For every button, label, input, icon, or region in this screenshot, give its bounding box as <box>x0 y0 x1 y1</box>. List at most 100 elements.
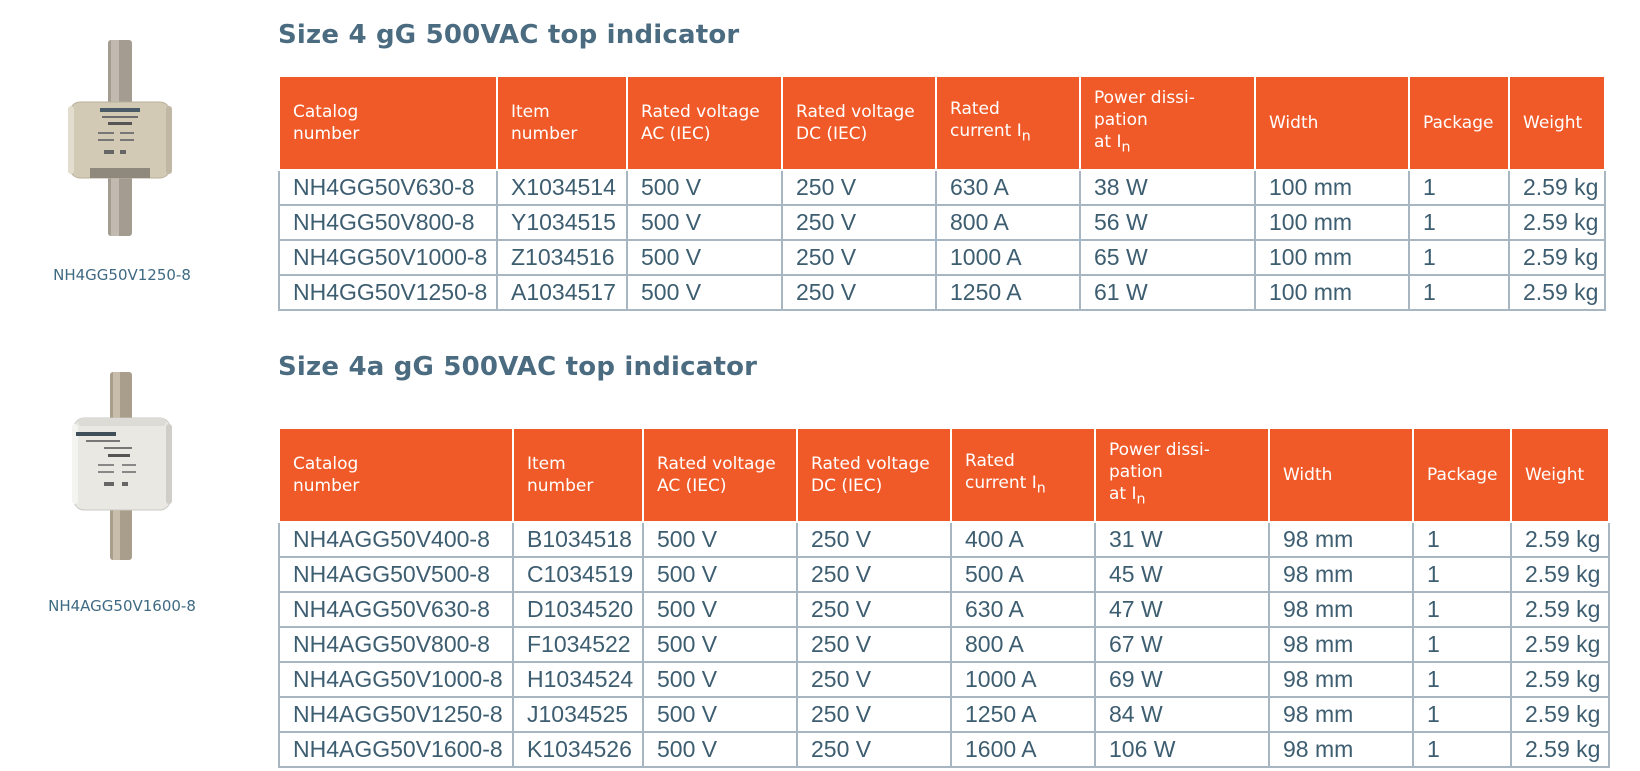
cell-weight: 2.59 kg <box>1510 731 1610 768</box>
cell-power-dissipation: 56 W <box>1079 204 1256 241</box>
section-title: Size 4a gG 500VAC top indicator <box>278 352 758 382</box>
cell-power-dissipation: 84 W <box>1094 696 1270 733</box>
cell-package: 1 <box>1412 521 1512 558</box>
cell-weight: 2.59 kg <box>1508 239 1606 276</box>
cell-catalog-number: NH4AGG50V630-8 <box>278 591 514 628</box>
cell-rated-voltage-ac: 500 V <box>642 696 798 733</box>
cell-rated-voltage-ac: 500 V <box>642 591 798 628</box>
cell-rated-voltage-dc: 250 V <box>796 731 952 768</box>
table-row: NH4AGG50V630-8 D1034520 500 V 250 V 630 A 47 … <box>278 591 1610 628</box>
cell-rated-current: 1250 A <box>935 274 1081 311</box>
cell-rated-voltage-ac: 500 V <box>642 626 798 663</box>
column-header-width: Width <box>1268 427 1414 523</box>
column-header-rated-voltage-ac: Rated voltage AC (IEC) <box>642 427 798 523</box>
cell-width: 98 mm <box>1268 626 1414 663</box>
column-header-rated-voltage-dc: Rated voltage DC (IEC) <box>781 75 937 171</box>
cell-package: 1 <box>1408 274 1510 311</box>
table-row: NH4GG50V630-8 X1034514 500 V 250 V 630 A 38 W… <box>278 169 1606 206</box>
cell-rated-current: 800 A <box>935 204 1081 241</box>
table-row: NH4GG50V1250-8 A1034517 500 V 250 V 1250 A 61… <box>278 274 1606 311</box>
fuse-product-image <box>68 40 172 236</box>
cell-width: 100 mm <box>1254 239 1410 276</box>
cell-power-dissipation: 31 W <box>1094 521 1270 558</box>
cell-width: 100 mm <box>1254 169 1410 206</box>
table-row: NH4GG50V1000-8 Z1034516 500 V 250 V 1000 A 65… <box>278 239 1606 276</box>
cell-rated-voltage-dc: 250 V <box>781 204 937 241</box>
column-header-catalog-number: Catalog number <box>278 427 514 523</box>
cell-rated-current: 1600 A <box>950 731 1096 768</box>
cell-item-number: J1034525 <box>512 696 644 733</box>
cell-package: 1 <box>1412 696 1512 733</box>
cell-width: 98 mm <box>1268 731 1414 768</box>
cell-weight: 2.59 kg <box>1510 556 1610 593</box>
cell-item-number: B1034518 <box>512 521 644 558</box>
cell-catalog-number: NH4GG50V1000-8 <box>278 239 498 276</box>
cell-item-number: C1034519 <box>512 556 644 593</box>
table-row: NH4AGG50V800-8 F1034522 500 V 250 V 800 A 67 … <box>278 626 1610 663</box>
cell-catalog-number: NH4AGG50V1000-8 <box>278 661 514 698</box>
cell-rated-voltage-dc: 250 V <box>781 274 937 311</box>
fuse-product-image <box>72 372 172 560</box>
cell-package: 1 <box>1412 626 1512 663</box>
cell-power-dissipation: 61 W <box>1079 274 1256 311</box>
cell-rated-voltage-dc: 250 V <box>781 169 937 206</box>
cell-package: 1 <box>1408 239 1510 276</box>
cell-rated-current: 1000 A <box>935 239 1081 276</box>
cell-rated-voltage-dc: 250 V <box>781 239 937 276</box>
cell-rated-voltage-dc: 250 V <box>796 696 952 733</box>
cell-width: 100 mm <box>1254 204 1410 241</box>
cell-package: 1 <box>1412 661 1512 698</box>
cell-package: 1 <box>1412 556 1512 593</box>
cell-catalog-number: NH4AGG50V400-8 <box>278 521 514 558</box>
cell-power-dissipation: 65 W <box>1079 239 1256 276</box>
cell-catalog-number: NH4AGG50V1600-8 <box>278 731 514 768</box>
cell-width: 98 mm <box>1268 696 1414 733</box>
table-header-row: Catalog number Item number Rated voltage AC… <box>278 427 1610 523</box>
cell-rated-voltage-ac: 500 V <box>642 731 798 768</box>
column-header-item-number: Item number <box>496 75 628 171</box>
cell-weight: 2.59 kg <box>1508 274 1606 311</box>
column-header-rated-current: Rated current In <box>935 75 1081 171</box>
table-row: NH4GG50V800-8 Y1034515 500 V 250 V 800 A 56 W… <box>278 204 1606 241</box>
cell-width: 98 mm <box>1268 591 1414 628</box>
cell-package: 1 <box>1408 204 1510 241</box>
cell-catalog-number: NH4GG50V630-8 <box>278 169 498 206</box>
cell-rated-current: 800 A <box>950 626 1096 663</box>
cell-item-number: X1034514 <box>496 169 628 206</box>
table-row: NH4AGG50V500-8 C1034519 500 V 250 V 500 A 45 … <box>278 556 1610 593</box>
cell-width: 98 mm <box>1268 556 1414 593</box>
cell-rated-voltage-ac: 500 V <box>642 661 798 698</box>
cell-catalog-number: NH4AGG50V800-8 <box>278 626 514 663</box>
cell-power-dissipation: 69 W <box>1094 661 1270 698</box>
cell-rated-voltage-dc: 250 V <box>796 556 952 593</box>
cell-rated-voltage-ac: 500 V <box>642 521 798 558</box>
column-header-package: Package <box>1408 75 1510 171</box>
cell-power-dissipation: 67 W <box>1094 626 1270 663</box>
cell-rated-voltage-dc: 250 V <box>796 521 952 558</box>
cell-item-number: Z1034516 <box>496 239 628 276</box>
spec-table: Catalog number Item number Rated voltage AC… <box>278 75 1606 311</box>
column-header-weight: Weight <box>1508 75 1606 171</box>
column-header-item-number: Item number <box>512 427 644 523</box>
cell-item-number: Y1034515 <box>496 204 628 241</box>
cell-rated-voltage-ac: 500 V <box>626 239 783 276</box>
cell-rated-voltage-dc: 250 V <box>796 661 952 698</box>
column-header-power-dissipation: Power dissi-pation at In <box>1094 427 1270 523</box>
cell-width: 98 mm <box>1268 661 1414 698</box>
cell-power-dissipation: 47 W <box>1094 591 1270 628</box>
section-title: Size 4 gG 500VAC top indicator <box>278 20 740 50</box>
cell-power-dissipation: 106 W <box>1094 731 1270 768</box>
product-image-caption: NH4AGG50V1600-8 <box>48 597 196 615</box>
cell-rated-voltage-ac: 500 V <box>642 556 798 593</box>
cell-weight: 2.59 kg <box>1508 169 1606 206</box>
column-header-package: Package <box>1412 427 1512 523</box>
cell-weight: 2.59 kg <box>1510 661 1610 698</box>
cell-package: 1 <box>1412 591 1512 628</box>
cell-power-dissipation: 38 W <box>1079 169 1256 206</box>
cell-power-dissipation: 45 W <box>1094 556 1270 593</box>
column-header-rated-voltage-ac: Rated voltage AC (IEC) <box>626 75 783 171</box>
table-header-row: Catalog number Item number Rated voltage AC… <box>278 75 1606 171</box>
cell-item-number: A1034517 <box>496 274 628 311</box>
